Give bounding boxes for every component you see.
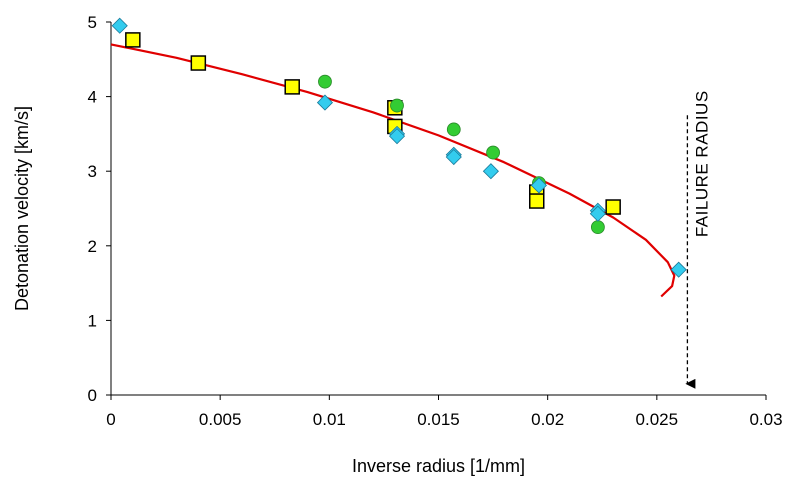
circle-marker [390, 98, 404, 113]
y-axis-title: Detonation velocity [km/s] [12, 106, 32, 311]
fit-curve-layer [110, 43, 676, 298]
diamond-marker [111, 17, 128, 34]
circle-marker [590, 220, 605, 235]
x-tick-label: 0.025 [636, 410, 679, 429]
y-tick-label: 4 [88, 88, 97, 107]
x-tick-label: 0.01 [313, 410, 346, 429]
diamond-marker [445, 148, 462, 166]
x-axis-title: Inverse radius [1/mm] [352, 456, 525, 476]
x-tick-label: 0.02 [531, 410, 564, 429]
data-markers [111, 17, 687, 278]
diamond-marker [530, 177, 547, 194]
fit-curve [110, 43, 676, 298]
circle-marker [486, 145, 500, 160]
circle-marker [318, 74, 332, 89]
y-tick-label: 3 [88, 162, 97, 181]
square-marker [605, 199, 621, 215]
square-marker [529, 193, 545, 209]
diamond-marker [316, 94, 334, 111]
y-tick-label: 2 [88, 237, 97, 256]
y-tick-label: 0 [88, 386, 97, 405]
square-marker [284, 79, 300, 95]
circle-marker [446, 122, 461, 137]
diamond-marker [482, 163, 499, 180]
x-tick-label: 0 [106, 410, 115, 429]
diamond-marker [388, 128, 406, 145]
y-tick-label: 5 [88, 13, 97, 32]
failure-radius-label: FAILURE RADIUS [692, 90, 711, 237]
diamond-marker [670, 261, 687, 278]
square-marker [190, 55, 207, 71]
diamond-marker [589, 205, 606, 222]
x-tick-label: 0.03 [749, 410, 782, 429]
x-tick-label: 0.015 [417, 410, 460, 429]
y-tick-label: 1 [88, 311, 97, 330]
x-tick-label: 0.005 [199, 410, 242, 429]
axes [110, 22, 766, 396]
ticks: 0 0.005 0.01 0.015 0.02 0.025 0.03 0 1 2 3 4 5 [88, 13, 783, 429]
annotation: FAILURE RADIUS [685, 90, 711, 389]
square-marker [125, 32, 141, 48]
